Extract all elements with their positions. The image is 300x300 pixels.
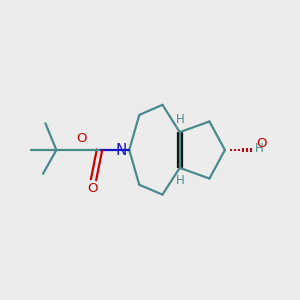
Text: H: H (176, 174, 185, 187)
Text: H: H (255, 142, 264, 155)
Text: O: O (76, 132, 86, 145)
Text: N: N (115, 142, 127, 158)
Text: O: O (87, 182, 97, 195)
Text: O: O (256, 137, 267, 150)
Text: H: H (176, 113, 185, 126)
